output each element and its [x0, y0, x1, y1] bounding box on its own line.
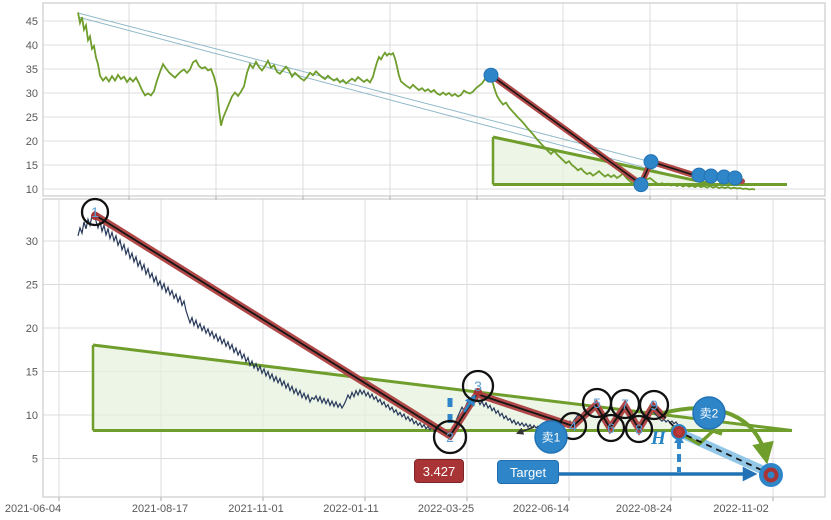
- y-tick-label: 30: [26, 88, 38, 100]
- last-price-dot-core: [676, 429, 682, 435]
- x-tick-label: 2021-08-17: [132, 503, 188, 515]
- x-tick-label: 2022-08-24: [616, 503, 672, 515]
- overview-point-marker[interactable]: [703, 168, 719, 184]
- wedge-resistance-line: [492, 135, 713, 186]
- y-tick-label: 45: [26, 16, 38, 28]
- y-tick-label: 40: [26, 40, 38, 52]
- x-tick-label: 2022-03-25: [418, 503, 474, 515]
- y-tick-label: 5: [32, 454, 38, 466]
- overview-point-marker[interactable]: [727, 170, 743, 186]
- sell-signal-label-2: 卖2: [700, 407, 719, 421]
- x-tick-label: 2022-01-11: [323, 503, 378, 515]
- height-measure-label: H: [651, 428, 666, 449]
- wave-number-4: 4: [569, 418, 577, 434]
- wave-number-1: 1: [91, 204, 99, 220]
- wave-circle-8[interactable]: [624, 414, 654, 444]
- sell-signal-label-1: 卖1: [542, 431, 561, 445]
- descending-channel-line: [77, 16, 715, 187]
- target-label-box: Target: [497, 460, 559, 484]
- y-tick-label: 20: [26, 323, 38, 335]
- y-tick-label: 25: [26, 280, 38, 292]
- wave-number-8: 8: [635, 421, 643, 437]
- y-tick-label: 35: [26, 64, 38, 76]
- y-tick-label: 30: [26, 236, 38, 248]
- wave-circle-2[interactable]: [432, 419, 468, 455]
- plot-border: [42, 198, 826, 498]
- green-projection-arrow: [662, 406, 774, 465]
- y-tick-label: 20: [26, 136, 38, 148]
- overview-point-marker[interactable]: [633, 177, 649, 193]
- sell-signal-badge-1[interactable]: [534, 420, 568, 454]
- y-tick-label: 15: [26, 367, 38, 379]
- descending-channel-line: [77, 12, 737, 185]
- x-tick-label: 2022-11-02: [713, 503, 768, 515]
- overview-point-marker[interactable]: [483, 67, 499, 83]
- wave-circle-1[interactable]: [80, 197, 110, 227]
- target-marker-core: [767, 471, 775, 479]
- measured-move-value-box: 3.427: [414, 459, 464, 483]
- x-tick-label: 2021-06-04: [5, 503, 61, 515]
- wave-circle-3[interactable]: [461, 369, 495, 403]
- wave-number-5: 5: [593, 395, 601, 411]
- wave-number-9: 9: [650, 397, 658, 413]
- wedge-resistance-line: [92, 343, 793, 432]
- y-tick-label: 15: [26, 160, 38, 172]
- wave-start-dot: [91, 212, 99, 220]
- sell-pointer-arrow: [515, 426, 535, 435]
- wave-circle-6[interactable]: [596, 413, 626, 443]
- y-tick-label: 10: [26, 410, 38, 422]
- plot-border: [42, 2, 826, 197]
- wave-number-3: 3: [474, 378, 482, 394]
- x-tick-label: 2021-11-01: [228, 503, 283, 515]
- wave-3-dot: [474, 388, 482, 396]
- wave-number-7: 7: [621, 396, 629, 412]
- sell-signal-badge-2[interactable]: [692, 396, 726, 430]
- wave-number-2: 2: [446, 429, 454, 445]
- wave-number-6: 6: [607, 420, 615, 436]
- y-tick-label: 10: [26, 184, 38, 196]
- overview-point-marker[interactable]: [643, 154, 659, 170]
- x-tick-label: 2022-06-14: [513, 503, 569, 515]
- y-tick-label: 25: [26, 112, 38, 124]
- wave-circle-9[interactable]: [638, 389, 670, 421]
